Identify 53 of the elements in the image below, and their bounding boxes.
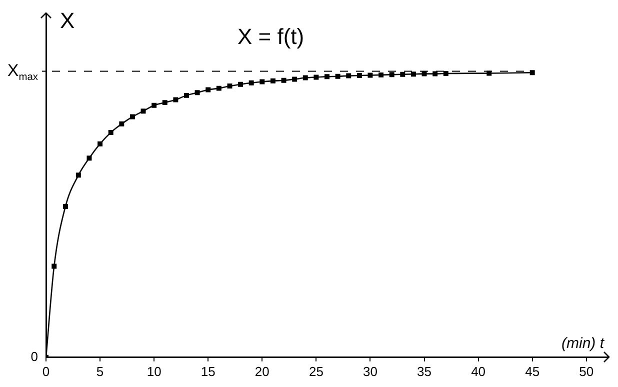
- point: [62, 204, 68, 209]
- point: [130, 114, 135, 120]
- point: [335, 74, 340, 79]
- point: [152, 102, 157, 108]
- point: [119, 121, 124, 126]
- text: 0: [30, 348, 38, 364]
- point: [302, 75, 308, 80]
- point: [443, 71, 448, 76]
- x-axis-title: (min) t: [562, 335, 605, 352]
- x-tick-label: 45: [525, 364, 540, 379]
- point: [76, 172, 81, 178]
- point: [292, 76, 298, 82]
- point: [378, 72, 384, 78]
- x-tick-label: 35: [417, 364, 432, 379]
- point: [324, 74, 330, 80]
- point: [260, 79, 265, 84]
- point: [227, 84, 232, 89]
- point: [194, 90, 200, 96]
- point: [216, 86, 222, 91]
- x-tick-label: 15: [200, 364, 216, 379]
- point: [270, 78, 276, 84]
- point: [98, 141, 103, 146]
- point: [140, 108, 146, 114]
- point: [86, 156, 92, 161]
- point: [108, 130, 114, 135]
- point: [400, 72, 406, 77]
- x-tick-label: 25: [308, 364, 324, 379]
- y-axis-title: X: [60, 8, 75, 34]
- point: [410, 72, 416, 77]
- point: [530, 70, 535, 76]
- point: [346, 73, 352, 78]
- x-tick-label: 20: [254, 364, 270, 379]
- chart-title: X = f(t): [237, 24, 304, 50]
- point: [432, 71, 438, 76]
- point: [356, 73, 362, 78]
- x-tick-label: 5: [96, 364, 104, 379]
- point: [248, 80, 254, 86]
- point: [389, 72, 394, 78]
- x-tick-label: 30: [362, 364, 378, 379]
- point: [314, 74, 319, 80]
- point: [422, 71, 427, 76]
- x-tick-label: 10: [146, 364, 162, 379]
- point: [52, 264, 57, 269]
- x-tick-label: 50: [579, 364, 594, 379]
- x-tick-label: 40: [471, 364, 486, 379]
- point: [206, 87, 211, 92]
- point: [162, 100, 168, 106]
- point: [368, 72, 373, 78]
- point: [281, 78, 286, 83]
- x-tick-label: 0: [42, 364, 50, 379]
- point: [184, 92, 189, 98]
- point: [173, 97, 178, 102]
- point: [238, 82, 244, 87]
